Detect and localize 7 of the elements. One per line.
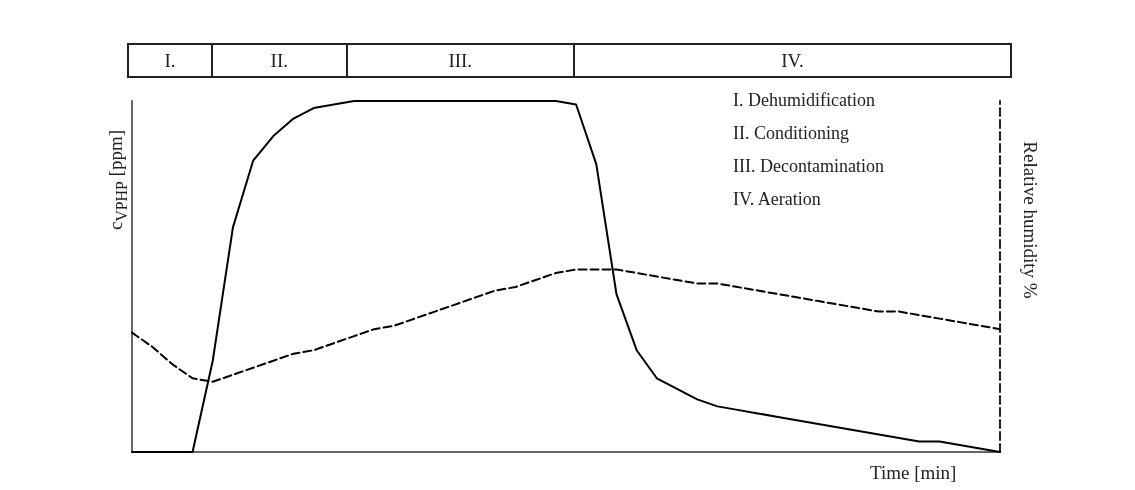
- x-axis-title: Time [min]: [870, 462, 957, 484]
- y2-axis-title: Relative humidity %: [1019, 141, 1041, 299]
- annotation: I. Dehumidification: [733, 90, 875, 111]
- annotation: IV. Aeration: [733, 189, 821, 210]
- annotation: III. Decontamination: [733, 156, 884, 177]
- annotation: II. Conditioning: [733, 123, 849, 144]
- phase-strip: I. II. III. IV.: [127, 43, 1012, 78]
